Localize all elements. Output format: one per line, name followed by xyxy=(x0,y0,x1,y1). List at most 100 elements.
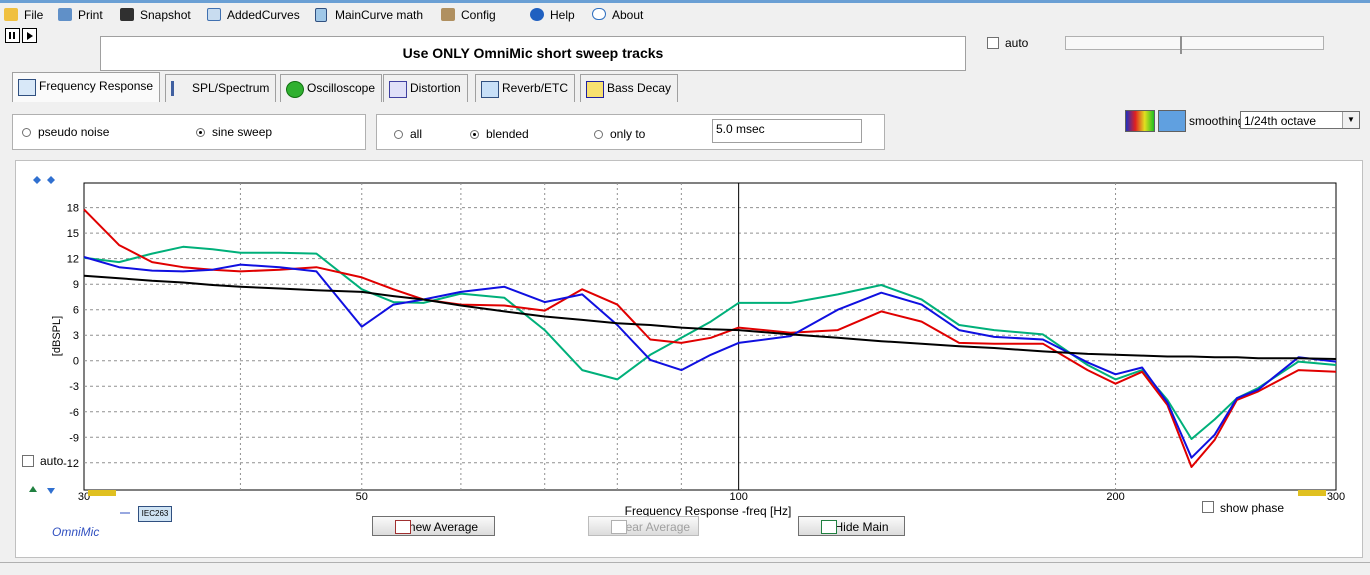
series-line xyxy=(83,256,1337,459)
auto-checkbox[interactable] xyxy=(22,455,34,467)
status-strip xyxy=(0,562,1370,575)
radio-label: pseudo noise xyxy=(38,125,110,139)
x-tick-label: 200 xyxy=(1106,491,1124,503)
pause-button[interactable] xyxy=(5,28,20,43)
menu-label: Snapshot xyxy=(140,8,191,22)
tab-label: Distortion xyxy=(410,81,461,95)
menu-label: Config xyxy=(461,8,496,22)
slider-track[interactable] xyxy=(1065,36,1324,50)
series-line xyxy=(83,274,1337,360)
mic-tag: IEC263 xyxy=(138,506,172,522)
y-tick-label: -12 xyxy=(63,458,79,470)
y-tick-label: 9 xyxy=(73,279,79,291)
radio[interactable]: sine sweep xyxy=(194,124,272,140)
radio[interactable]: blended xyxy=(468,126,529,142)
menu-print[interactable]: Print xyxy=(58,7,103,23)
icon xyxy=(4,8,18,21)
menu-label: File xyxy=(24,8,44,22)
icon xyxy=(58,8,72,21)
tab[interactable]: Oscilloscope xyxy=(280,74,383,102)
auto-label: auto xyxy=(40,454,64,468)
zoom-icon[interactable] xyxy=(47,176,55,184)
menu-help[interactable]: Help xyxy=(530,7,575,23)
icon xyxy=(315,8,327,22)
y-tick-label: -3 xyxy=(69,381,79,393)
x-scroll-left[interactable] xyxy=(88,490,116,496)
tab-label: Oscilloscope xyxy=(307,81,376,95)
plot-area xyxy=(83,182,1337,491)
view-button[interactable] xyxy=(1158,110,1186,132)
icon xyxy=(592,8,606,20)
smoothing-select[interactable]: 1/24th octave ▼ xyxy=(1240,111,1360,129)
radio[interactable]: pseudo noise xyxy=(20,124,109,140)
tab-label: Reverb/ETC xyxy=(502,81,569,95)
x-scroll-right[interactable] xyxy=(1298,490,1326,496)
menu-addedcurves[interactable]: AddedCurves xyxy=(207,7,300,23)
y-tick-label: 6 xyxy=(73,305,79,317)
brand: OmniMic xyxy=(52,525,100,539)
radio[interactable]: only to xyxy=(592,126,645,142)
menu-config[interactable]: Config xyxy=(441,7,496,23)
y-tick-label: 12 xyxy=(67,254,79,266)
y-tick-label: 18 xyxy=(67,203,79,215)
tab[interactable]: Distortion xyxy=(383,74,468,102)
menu-label: Help xyxy=(550,8,575,22)
slider-thumb[interactable] xyxy=(1180,36,1182,54)
y-tick-label: 3 xyxy=(73,330,79,342)
radio-label: sine sweep xyxy=(212,125,273,139)
auto-label: auto xyxy=(1005,36,1029,50)
message-box: Use ONLY OmniMic short sweep tracks xyxy=(100,36,966,71)
smoothing-label: smoothing xyxy=(1189,114,1245,128)
menu-label: About xyxy=(612,8,644,22)
icon xyxy=(120,8,134,21)
menu-maincurve-math[interactable]: MainCurve math xyxy=(315,7,423,23)
menu-file[interactable]: File xyxy=(4,7,43,23)
tab[interactable]: Reverb/ETC xyxy=(475,74,576,102)
x-tick-label: 100 xyxy=(729,491,747,503)
series-line xyxy=(83,208,1337,468)
menu-label: Print xyxy=(78,8,103,22)
window-time-input[interactable]: 5.0 msec xyxy=(712,119,862,143)
scroll-up[interactable] xyxy=(29,486,37,492)
button-label: new Average xyxy=(408,520,479,534)
tab-label: Bass Decay xyxy=(607,81,672,95)
button-label: clear Average xyxy=(616,520,691,534)
tab[interactable]: Bass Decay xyxy=(580,74,679,102)
tab[interactable]: SPL/Spectrum xyxy=(165,74,277,102)
radio-label: only to xyxy=(610,127,646,141)
icon xyxy=(530,8,544,21)
icon xyxy=(441,8,455,21)
y-tick-label: 15 xyxy=(67,228,79,240)
radio[interactable]: all xyxy=(392,126,422,142)
window-border xyxy=(0,0,1370,3)
auto-checkbox[interactable] xyxy=(987,37,999,49)
color-map-button[interactable] xyxy=(1125,110,1155,132)
new-average-button[interactable]: new Average xyxy=(372,516,495,536)
y-axis-label: [dBSPL] xyxy=(51,316,63,356)
x-tick-label: 50 xyxy=(356,491,368,503)
radio-label: all xyxy=(410,127,423,141)
show-phase-checkbox[interactable] xyxy=(1202,501,1214,513)
icon xyxy=(207,8,221,21)
x-tick-label: 300 xyxy=(1327,491,1345,503)
hide-main-button[interactable]: Hide Main xyxy=(798,516,905,536)
play-button[interactable] xyxy=(22,28,37,43)
menu-about[interactable]: About xyxy=(592,7,643,23)
menu-label: MainCurve math xyxy=(335,8,424,22)
series-line xyxy=(83,245,1337,440)
clear-average-button[interactable]: clear Average xyxy=(588,516,699,536)
menu-label: AddedCurves xyxy=(227,8,300,22)
tab[interactable]: Frequency Response xyxy=(12,72,161,102)
y-tick-label: -9 xyxy=(69,432,79,444)
scroll-down[interactable] xyxy=(47,488,55,494)
select-value: 1/24th octave xyxy=(1244,114,1317,128)
y-tick-label: -6 xyxy=(69,407,79,419)
source-panel xyxy=(12,114,366,150)
x-axis-label: Frequency Response -freq [Hz] xyxy=(625,504,792,518)
zoom-icon[interactable] xyxy=(33,176,41,184)
tab-label: Frequency Response xyxy=(39,79,154,93)
radio-label: blended xyxy=(486,127,529,141)
menu-snapshot[interactable]: Snapshot xyxy=(120,7,191,23)
